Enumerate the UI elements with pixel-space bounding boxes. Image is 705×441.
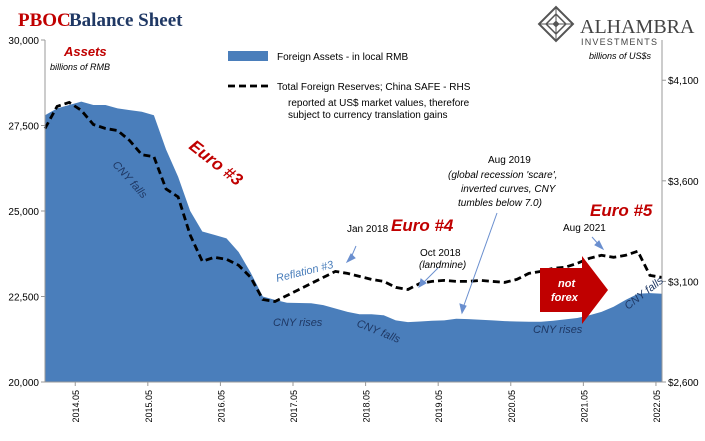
alhambra-logo-icon [537,5,575,43]
x-tick-label: 2022.05 [652,390,662,423]
oct2018-label-1: Oct 2018 [420,248,461,259]
aug2021-label: Aug 2021 [563,223,606,234]
brand-name: ALHAMBRA [580,16,695,38]
not-forex-label-1: not [558,278,576,290]
aug2019-label-2: (global recession 'scare', [448,170,557,181]
right-tick-label: $2,600 [668,378,699,389]
aug2019-label-1: Aug 2019 [488,155,531,166]
left-tick-label: 27,500 [8,122,39,133]
x-tick-label: 2020.05 [507,390,517,423]
left-axis-unit: billions of RMB [50,62,110,72]
x-tick-label: 2014.05 [71,390,81,423]
foreign-reserves-point [479,279,482,282]
foreign-reserves-point [310,282,313,285]
x-tick-label: 2018.05 [362,390,372,423]
right-tick-label: $3,100 [668,277,699,288]
jan2018-label: Jan 2018 [347,224,389,235]
right-tick-label: $4,100 [668,76,699,87]
chart-title-pboc: PBOC [18,10,71,31]
x-tick-label: 2019.05 [434,390,444,423]
x-axis: 2014.05 2015.05 2016.05 2017.05 2018.05 2019.… [71,382,662,423]
foreign-reserves-point [382,280,385,283]
left-axis: 20,000 22,500 25,000 27,500 30,000 [8,36,45,389]
chart-title-rest: Balance Sheet [69,10,183,31]
euro5-label: Euro #5 [590,201,653,220]
right-tick-label: $3,600 [668,177,699,188]
left-axis-title: Assets [63,44,107,59]
reflation3-label: Reflation #3 [275,259,336,285]
x-tick-label: 2016.05 [216,390,226,423]
aug2019-label-4: tumbles below 7.0) [458,198,542,209]
left-tick-label: 20,000 [8,378,39,389]
aug2019-label-3: inverted curves, CNY [461,184,557,195]
legend-note-1: reported at US$ market values, therefore [288,98,470,109]
right-axis-unit: billions of US$s [589,51,652,61]
euro3-label: Euro #3 [186,136,247,190]
euro4-label: Euro #4 [391,216,454,235]
x-tick-label: 2017.05 [289,390,299,423]
legend-line-label: Total Foreign Reserves; China SAFE - RHS [277,82,471,93]
brand-subtitle: INVESTMENTS [581,37,658,47]
not-forex-arrow [540,256,608,324]
cny-rises-label-1: CNY rises [273,317,323,329]
left-tick-label: 22,500 [8,293,39,304]
right-axis: $2,600 $3,100 $3,600 $4,100 [662,76,699,389]
left-tick-label: 25,000 [8,207,39,218]
foreign-assets-area [45,101,662,382]
left-tick-label: 30,000 [8,36,39,47]
legend-area-swatch [228,51,268,61]
annotation-arrows [345,212,605,315]
legend-area-label: Foreign Assets - in local RMB [277,52,408,63]
not-forex-label-2: forex [551,292,579,304]
cny-rises-label-2: CNY rises [533,324,583,336]
foreign-reserves-point [467,280,470,283]
x-tick-label: 2015.05 [144,390,154,423]
x-tick-label: 2021.05 [579,390,589,423]
oct2018-label-2: (landmine) [419,260,466,271]
legend-note-2: subject to currency translation gains [288,110,448,121]
foreign-reserves-line [43,100,663,303]
